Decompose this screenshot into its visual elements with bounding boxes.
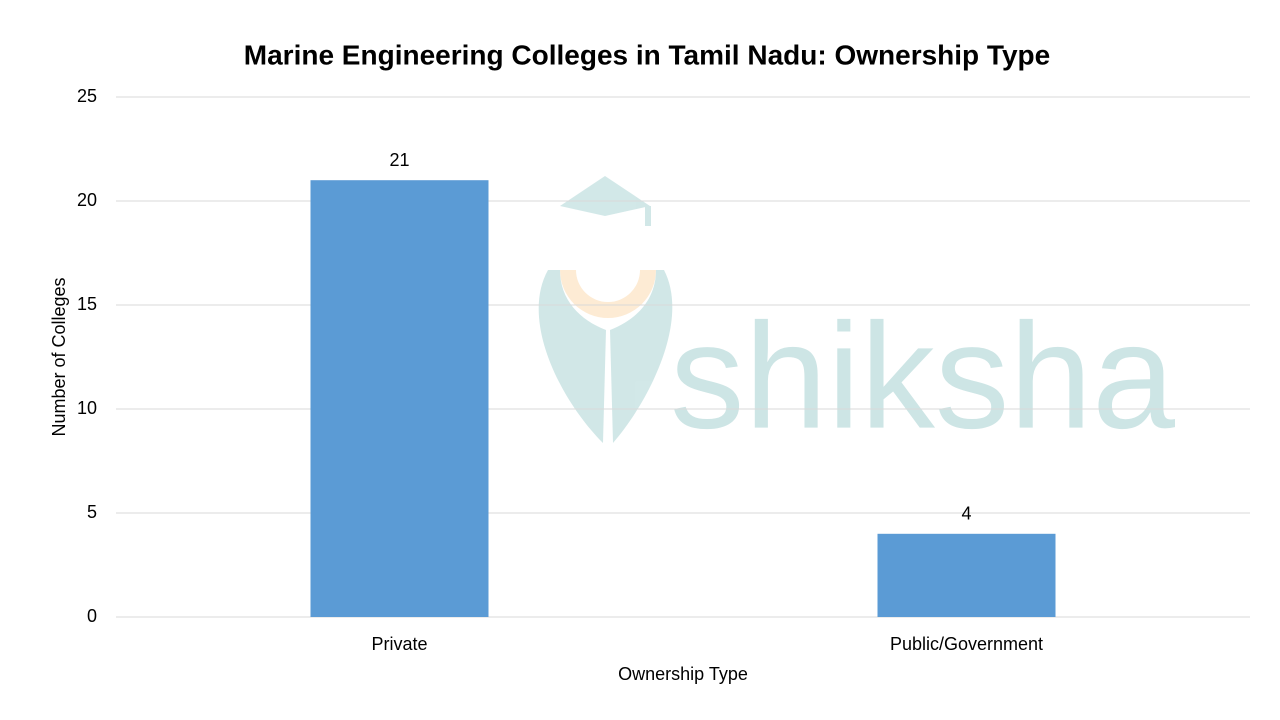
- x-tick-label: Public/Government: [890, 634, 1043, 654]
- y-tick-label: 25: [77, 86, 97, 106]
- chart-title: Marine Engineering Colleges in Tamil Nad…: [244, 39, 1050, 70]
- y-tick-label: 15: [77, 294, 97, 314]
- bar: [877, 533, 1056, 617]
- watermark-logo: [538, 176, 673, 443]
- data-label: 21: [389, 150, 409, 170]
- y-tick-label: 10: [77, 398, 97, 418]
- y-tick-label: 5: [87, 502, 97, 522]
- data-label: 4: [961, 504, 971, 524]
- y-axis-label: Number of Colleges: [49, 277, 69, 436]
- bar: [310, 180, 489, 617]
- y-tick-label: 0: [87, 606, 97, 626]
- y-tick-label: 20: [77, 190, 97, 210]
- x-axis-label: Ownership Type: [618, 664, 748, 684]
- x-tick-label: Private: [371, 634, 427, 654]
- watermark-text: shiksha: [670, 292, 1176, 460]
